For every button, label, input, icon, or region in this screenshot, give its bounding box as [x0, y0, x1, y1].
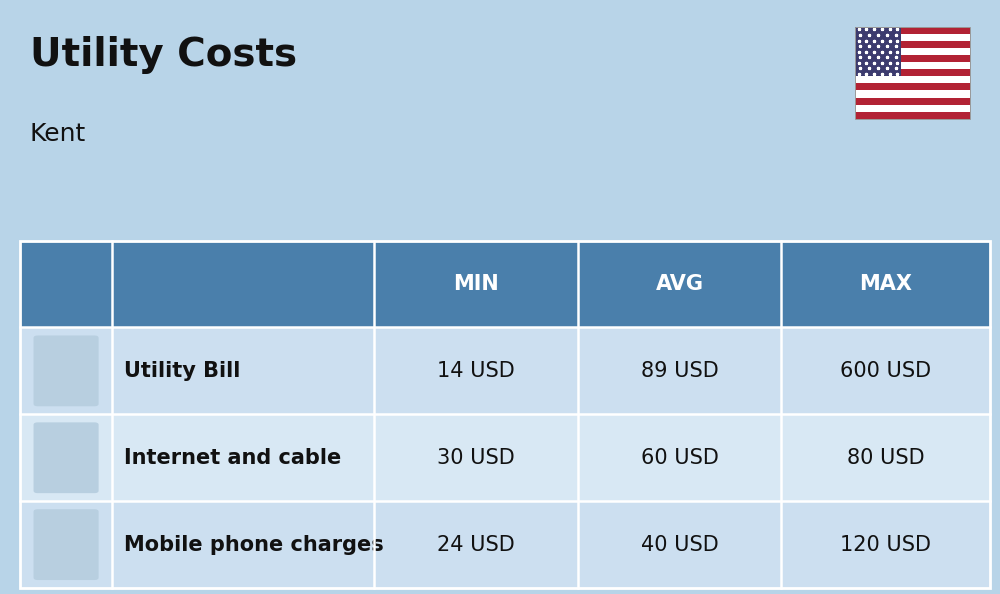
Text: Utility Costs: Utility Costs	[30, 36, 297, 74]
Text: 14 USD: 14 USD	[437, 361, 515, 381]
FancyBboxPatch shape	[855, 112, 970, 119]
FancyBboxPatch shape	[855, 48, 970, 55]
FancyBboxPatch shape	[20, 501, 990, 588]
FancyBboxPatch shape	[855, 97, 970, 105]
FancyBboxPatch shape	[855, 83, 970, 90]
FancyBboxPatch shape	[20, 241, 990, 327]
FancyBboxPatch shape	[855, 69, 970, 76]
Text: 89 USD: 89 USD	[641, 361, 718, 381]
Text: 60 USD: 60 USD	[641, 448, 719, 467]
FancyBboxPatch shape	[855, 27, 901, 76]
Text: 24 USD: 24 USD	[437, 535, 515, 555]
Text: MAX: MAX	[859, 274, 912, 294]
Text: 600 USD: 600 USD	[840, 361, 931, 381]
FancyBboxPatch shape	[855, 41, 970, 48]
Text: AVG: AVG	[656, 274, 704, 294]
FancyBboxPatch shape	[20, 327, 990, 415]
FancyBboxPatch shape	[855, 34, 970, 41]
Text: Kent: Kent	[30, 122, 86, 146]
FancyBboxPatch shape	[855, 27, 970, 34]
Text: 40 USD: 40 USD	[641, 535, 718, 555]
FancyBboxPatch shape	[855, 90, 970, 97]
FancyBboxPatch shape	[34, 422, 99, 493]
Text: 80 USD: 80 USD	[847, 448, 925, 467]
FancyBboxPatch shape	[855, 62, 970, 69]
Text: 30 USD: 30 USD	[437, 448, 515, 467]
FancyBboxPatch shape	[34, 509, 99, 580]
Text: Mobile phone charges: Mobile phone charges	[124, 535, 384, 555]
FancyBboxPatch shape	[855, 76, 970, 83]
FancyBboxPatch shape	[34, 336, 99, 406]
FancyBboxPatch shape	[855, 105, 970, 112]
Text: Utility Bill: Utility Bill	[124, 361, 241, 381]
Text: MIN: MIN	[453, 274, 499, 294]
Text: 120 USD: 120 USD	[840, 535, 931, 555]
Text: Internet and cable: Internet and cable	[124, 448, 341, 467]
FancyBboxPatch shape	[855, 55, 970, 62]
FancyBboxPatch shape	[20, 415, 990, 501]
